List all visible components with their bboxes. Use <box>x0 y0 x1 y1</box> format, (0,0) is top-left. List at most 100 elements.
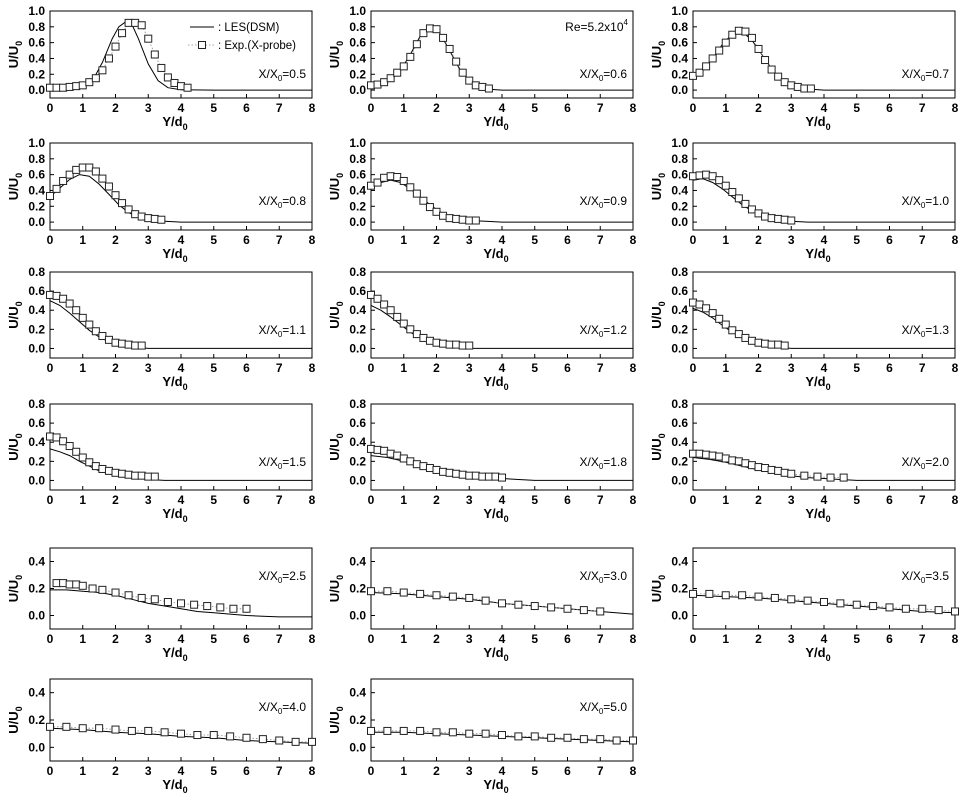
x-tick-label: 3 <box>466 764 473 778</box>
x-tick-label: 8 <box>952 493 959 507</box>
panel-annotation: X/X0=1.2 <box>580 323 628 339</box>
data-point-marker <box>78 313 87 322</box>
data-point-marker <box>367 81 375 90</box>
data-point-marker <box>689 298 697 307</box>
data-point-marker <box>383 587 392 596</box>
chart-panel: 0 1 2 3 4 5 6 7 8 0.0 0.2 0.4 Y/d0 U/U0 X/X0=5.0 <box>327 678 637 795</box>
x-tick-label: 1 <box>400 493 407 507</box>
data-point-marker <box>131 18 140 27</box>
data-point-marker <box>481 729 490 738</box>
x-tick-label: 3 <box>466 632 473 646</box>
y-tick-label: 0.8 <box>28 265 45 279</box>
y-tick-label: 0.2 <box>671 582 688 596</box>
data-point-marker <box>367 444 375 453</box>
data-point-marker <box>124 470 133 479</box>
x-tick-label: 0 <box>47 233 54 247</box>
y-tick-label: 0.2 <box>349 582 366 596</box>
x-tick-label: 1 <box>722 493 729 507</box>
data-point-marker <box>452 214 461 223</box>
x-tick-label: 0 <box>690 632 697 646</box>
data-point-marker <box>150 472 159 481</box>
x-tick-label: 1 <box>79 632 86 646</box>
y-tick-label: 0.6 <box>349 36 366 50</box>
data-point-marker <box>157 63 166 72</box>
x-tick-label: 6 <box>886 361 893 375</box>
data-point-marker <box>901 604 910 613</box>
data-point-marker <box>72 447 81 456</box>
x-tick-label: 8 <box>309 493 316 507</box>
data-point-marker <box>734 194 743 203</box>
data-point-marker <box>596 735 605 744</box>
x-tick-label: 2 <box>112 632 119 646</box>
chart-panel: 0 1 2 3 4 5 6 7 8 0.0 0.2 0.40.6 0.8 1.0 Y/d0 U/U0 X/X0=… <box>327 136 637 264</box>
x-tick-label: 2 <box>433 361 440 375</box>
x-tick-label: 8 <box>630 632 637 646</box>
panel-annotation: X/X0=3.5 <box>902 569 950 585</box>
y-tick-label: 0.0 <box>349 609 366 623</box>
data-point-marker <box>869 602 878 611</box>
data-point-marker <box>445 340 454 349</box>
y-tick-label: 0.8 <box>671 397 688 411</box>
data-point-marker <box>131 210 140 219</box>
y-tick-label: 0.0 <box>28 341 45 355</box>
x-tick-label: 5 <box>853 101 860 115</box>
x-axis-title: Y/d0 <box>483 506 508 524</box>
x-tick-label: 7 <box>919 361 926 375</box>
x-tick-label: 7 <box>276 493 283 507</box>
data-point-marker <box>406 457 415 466</box>
y-tick-label: 0.2 <box>671 454 688 468</box>
data-point-marker <box>767 65 776 74</box>
data-point-marker <box>59 437 68 446</box>
x-tick-label: 1 <box>79 361 86 375</box>
x-tick-label: 6 <box>243 493 250 507</box>
data-point-marker <box>458 470 467 479</box>
data-point-marker <box>124 18 133 27</box>
y-tick-label: 0.4 <box>28 686 45 700</box>
x-tick-label: 8 <box>630 101 637 115</box>
y-tick-label: 0.2 <box>349 713 366 727</box>
data-point-marker <box>137 21 146 30</box>
data-point-marker <box>774 72 783 81</box>
data-point-marker <box>91 74 100 83</box>
y-axis-title: U/U0 <box>649 41 667 68</box>
data-point-marker <box>137 593 146 602</box>
x-tick-label: 6 <box>564 233 571 247</box>
x-tick-label: 5 <box>531 233 538 247</box>
x-tick-label: 8 <box>952 361 959 375</box>
y-tick-label: 0.6 <box>349 284 366 298</box>
chart-panel: 0 1 2 3 4 5 6 7 8 0.0 0.2 0.40.6 0.8 1.0 Y/d0 U/U0 X/X0=… <box>649 136 959 264</box>
x-tick-label: 6 <box>564 632 571 646</box>
data-point-marker <box>689 71 697 80</box>
plot-frame <box>49 142 313 231</box>
data-point-marker <box>72 306 81 315</box>
data-point-marker <box>98 332 107 341</box>
x-tick-label: 5 <box>210 764 217 778</box>
data-point-marker <box>754 592 763 601</box>
y-tick-label: 0.6 <box>349 168 366 182</box>
y-tick-label: 0.2 <box>349 199 366 213</box>
x-tick-label: 4 <box>821 233 828 247</box>
x-tick-label: 3 <box>466 233 473 247</box>
x-tick-label: 3 <box>145 233 152 247</box>
x-tick-label: 4 <box>821 361 828 375</box>
x-tick-label: 1 <box>722 632 729 646</box>
data-point-marker <box>721 454 730 463</box>
y-tick-label: 0.4 <box>671 555 688 569</box>
x-tick-label: 4 <box>499 493 506 507</box>
y-tick-label: 0.0 <box>28 740 45 754</box>
data-point-marker <box>754 44 763 53</box>
data-point-marker <box>738 591 747 600</box>
data-point-marker <box>52 433 61 442</box>
data-point-marker <box>124 205 133 214</box>
x-tick-label: 5 <box>210 493 217 507</box>
x-tick-label: 6 <box>243 361 250 375</box>
y-axis-title: U/U0 <box>6 575 24 602</box>
x-tick-label: 1 <box>400 632 407 646</box>
data-point-marker <box>498 599 506 608</box>
y-axis-title: U/U0 <box>649 575 667 602</box>
x-tick-label: 8 <box>309 233 316 247</box>
y-tick-label: 0.4 <box>28 303 45 317</box>
data-point-marker <box>308 737 316 746</box>
x-axis-title: Y/d0 <box>805 506 830 524</box>
